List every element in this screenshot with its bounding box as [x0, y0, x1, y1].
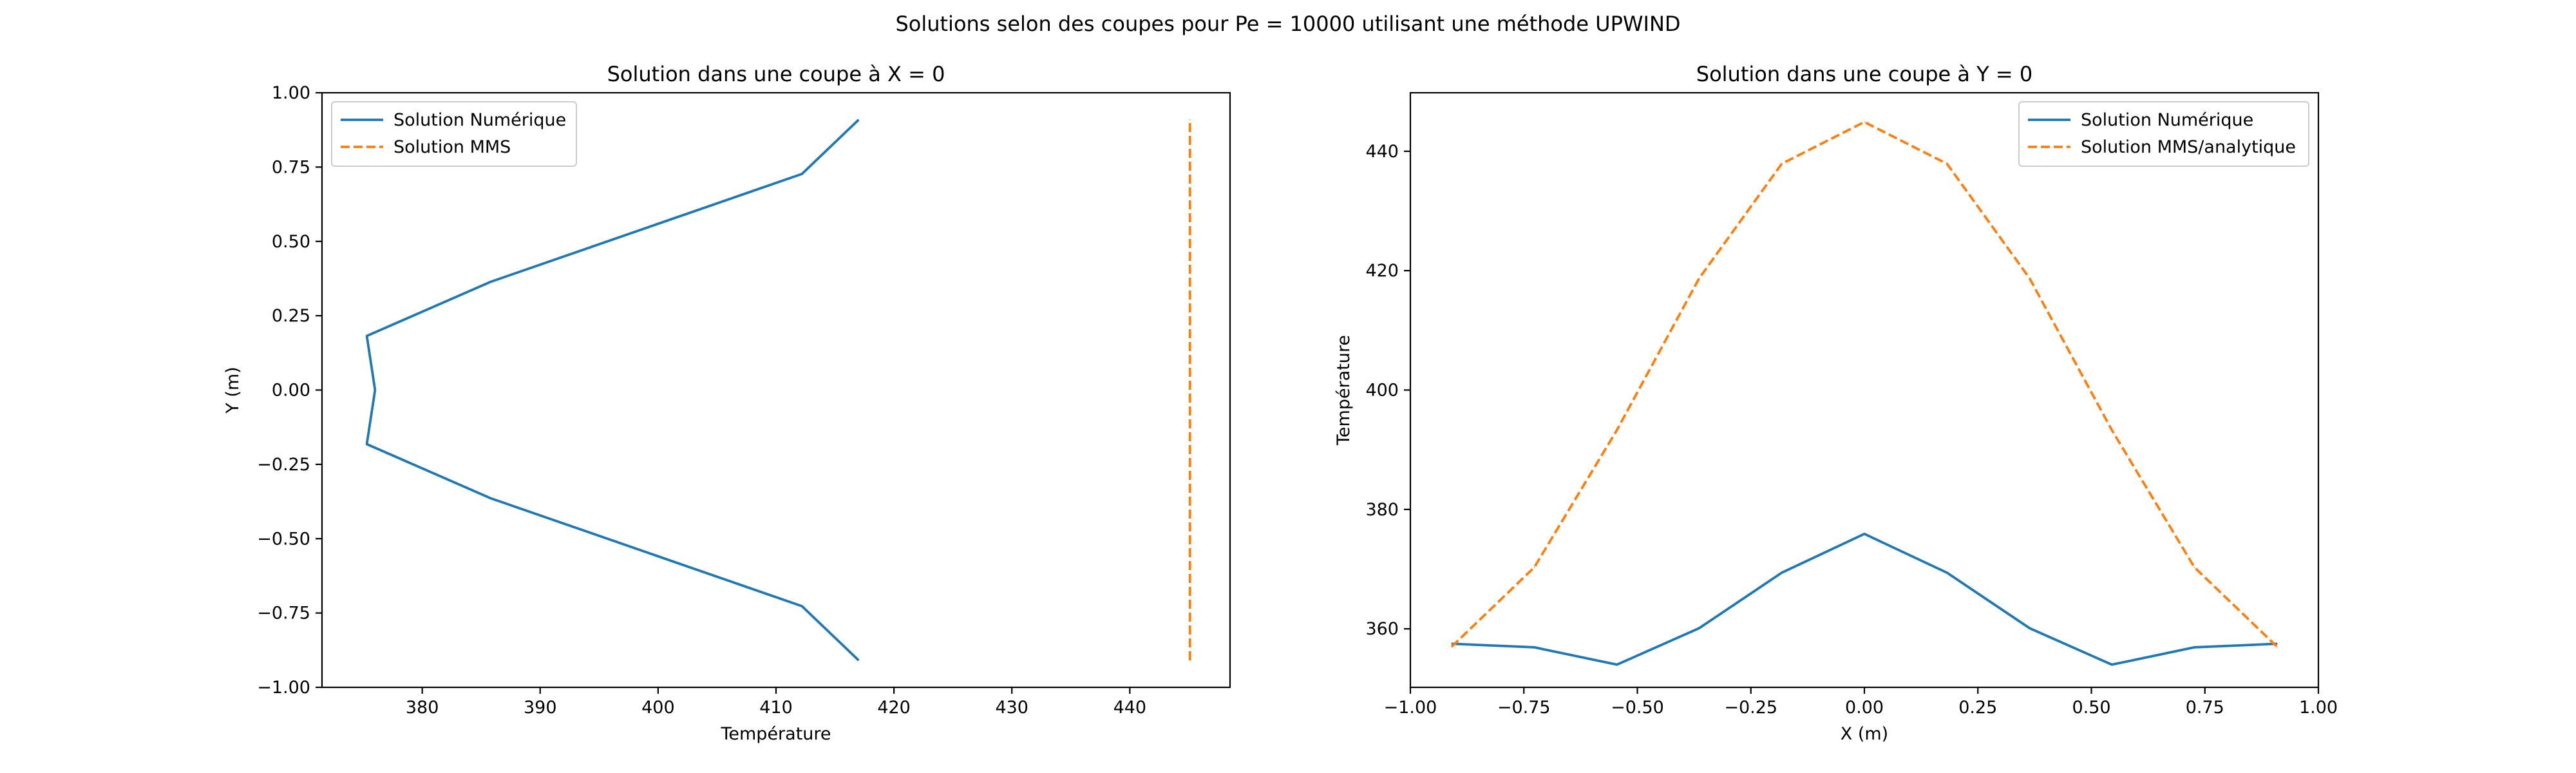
data-point [1451, 643, 1452, 645]
data-point [1946, 572, 1948, 573]
data-point [1533, 566, 1535, 568]
y-tick-label: 380 [1365, 500, 1399, 520]
y-axis-label: Température [1334, 335, 1354, 446]
x-tick-label: −0.75 [1497, 698, 1551, 718]
legend-label: Solution MMS/analytique [2081, 137, 2296, 157]
y-tick-label: 0.50 [272, 232, 310, 252]
figure-suptitle: Solutions selon des coupes pour Pe = 100… [895, 12, 1680, 36]
y-tick-label: −0.50 [257, 529, 310, 549]
x-tick-label: 400 [641, 698, 675, 718]
x-tick-label: 0.50 [2072, 698, 2110, 718]
y-tick-label: 1.00 [272, 83, 310, 103]
data-point [2029, 278, 2031, 280]
data-point [1781, 163, 1783, 165]
data-point [490, 281, 491, 283]
x-tick-label: 420 [877, 698, 911, 718]
x-tick-label: 1.00 [2299, 698, 2338, 718]
data-point [366, 335, 368, 337]
y-tick-label: 440 [1365, 142, 1399, 162]
x-tick-label: −0.50 [1611, 698, 1664, 718]
x-tick-label: 0.25 [1958, 698, 1997, 718]
data-point [1189, 660, 1191, 661]
data-point [2111, 663, 2113, 665]
data-point [366, 443, 368, 445]
data-point [2193, 647, 2195, 648]
data-point [1698, 278, 1700, 280]
x-tick-label: −0.25 [1724, 698, 1777, 718]
data-point [801, 173, 803, 175]
data-point [1189, 119, 1191, 120]
data-point [858, 119, 859, 120]
x-tick-label: 430 [995, 698, 1028, 718]
data-point [1533, 647, 1535, 648]
data-point [801, 606, 803, 607]
subplot-title: Solution dans une coupe à Y = 0 [1696, 62, 2032, 86]
y-tick-label: −0.75 [257, 604, 310, 624]
legend-box [2018, 101, 2309, 167]
data-point [1616, 663, 1618, 665]
y-tick-label: −1.00 [257, 678, 310, 698]
y-tick-label: 360 [1365, 619, 1399, 639]
x-axis-label: X (m) [1841, 724, 1888, 744]
data-point [2111, 429, 2113, 431]
x-tick-label: 0.75 [2186, 698, 2224, 718]
right-subplot: −1.00 −0.75 −0.50 −0.25 0.00 0.25 0.50 0.75 1.00… [1334, 62, 2338, 744]
data-point [2277, 646, 2278, 647]
data-point [1616, 429, 1618, 431]
series-line-mms [1450, 120, 2278, 648]
y-tick-label: −0.25 [257, 455, 310, 475]
data-point [1864, 533, 1865, 535]
legend: Solution Numérique Solution MMS [331, 101, 577, 167]
data-point [1451, 646, 1452, 647]
y-axis-label: Y (m) [223, 367, 243, 414]
data-point [2277, 643, 2278, 645]
left-subplot: 380 390 400 410 420 430 440 −1.00 −0.75 −0.50 −0.2… [223, 62, 1231, 744]
y-tick-label: 400 [1365, 381, 1399, 401]
data-point [858, 660, 859, 661]
legend-box [331, 101, 577, 167]
legend-label: Solution Numérique [393, 110, 566, 130]
x-tick-label: 0.00 [1845, 698, 1884, 718]
y-tick-label: 0.75 [272, 157, 310, 177]
data-point [1946, 163, 1948, 165]
x-tick-label: −1.00 [1384, 698, 1437, 718]
x-tick-label: 410 [759, 698, 793, 718]
y-tick-label: 0.25 [272, 306, 310, 326]
data-point [1781, 572, 1783, 573]
data-point [2029, 627, 2031, 629]
data-point [490, 497, 491, 499]
y-tick-label: 0.00 [272, 381, 310, 401]
legend-label: Solution MMS [393, 137, 511, 157]
x-tick-label: 380 [406, 698, 439, 718]
data-point [1864, 121, 1865, 123]
data-point [1698, 627, 1700, 629]
x-axis-label: Température [720, 724, 831, 744]
subplot-title: Solution dans une coupe à X = 0 [607, 62, 945, 86]
x-tick-label: 390 [524, 698, 557, 718]
data-point [374, 389, 376, 391]
x-tick-label: 440 [1113, 698, 1147, 718]
legend: Solution Numérique Solution MMS/analytiqu… [2018, 101, 2309, 167]
legend-label: Solution Numérique [2081, 110, 2253, 130]
y-tick-label: 420 [1365, 261, 1399, 281]
data-point [2193, 566, 2195, 568]
